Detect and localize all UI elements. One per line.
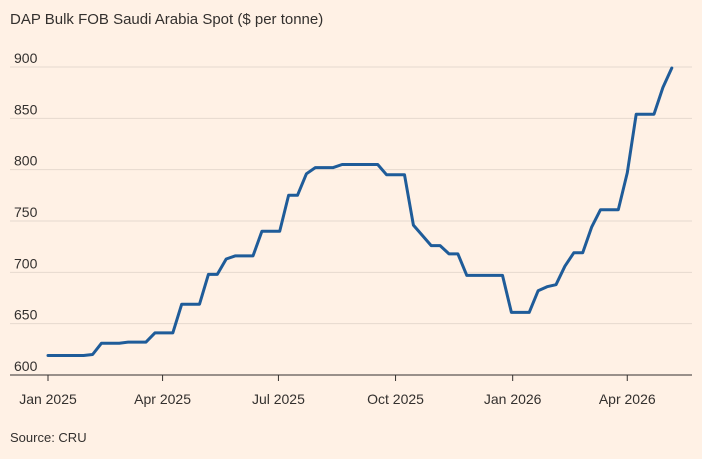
x-tick-label: Apr 2025 — [134, 391, 191, 407]
series-layer — [46, 66, 674, 357]
x-axis-ticks: Jan 2025 Apr 2025 Jul 2025 Oct 2025 Jan 2026… — [19, 375, 656, 407]
y-tick-label-850: 850 — [14, 101, 38, 117]
x-tick-label: Jul 2025 — [252, 391, 305, 407]
y-tick-label-800: 800 — [14, 153, 38, 169]
y-tick-label-650: 650 — [14, 307, 38, 323]
chart-title: DAP Bulk FOB Saudi Arabia Spot ($ per to… — [10, 11, 323, 28]
y-tick-label-900: 900 — [14, 50, 38, 66]
x-tick-label: Jan 2026 — [484, 391, 542, 407]
y-tick-label-600: 600 — [14, 358, 38, 374]
x-tick-label: Oct 2025 — [367, 391, 424, 407]
x-tick-label: Jan 2025 — [19, 391, 77, 407]
y-axis-ticks: 600 650 700 750 800 850 900 — [14, 50, 38, 374]
x-tick-label: Apr 2026 — [599, 391, 656, 407]
y-tick-label-700: 700 — [14, 255, 38, 271]
chart-source: Source: CRU — [10, 430, 87, 445]
gridlines — [10, 66, 692, 376]
y-tick-label-750: 750 — [14, 204, 38, 220]
series-line-0 — [46, 66, 674, 357]
